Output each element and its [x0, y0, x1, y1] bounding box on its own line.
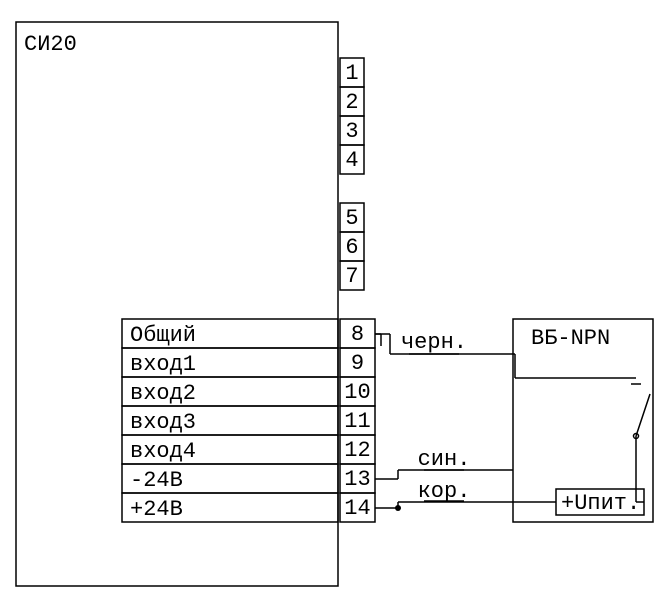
terminal-9-label: 9: [351, 351, 364, 376]
terminal-14-label: 14: [344, 496, 370, 521]
terminal-13-label: 13: [344, 467, 370, 492]
main-block-label: СИ20: [24, 32, 77, 57]
terminal-4-label: 4: [345, 148, 358, 173]
row-label-12: вход4: [130, 439, 196, 464]
row-label-11: вход3: [130, 410, 196, 435]
junction-14: [395, 505, 401, 511]
terminal-11-label: 11: [344, 409, 370, 434]
row-label-8: Общий: [130, 323, 196, 348]
row-label-9: вход1: [130, 352, 196, 377]
row-label-10: вход2: [130, 381, 196, 406]
terminal-1-label: 1: [345, 61, 358, 86]
wire-label-черн.: черн.: [401, 330, 467, 355]
row-label-14: +24В: [130, 497, 183, 522]
terminal-7-label: 7: [345, 264, 358, 289]
terminal-6-label: 6: [345, 235, 358, 260]
terminal-3-label: 3: [345, 119, 358, 144]
terminal-2-label: 2: [345, 90, 358, 115]
terminal-12-label: 12: [344, 438, 370, 463]
wire-label-син.: син.: [418, 447, 471, 472]
row-label-13: -24В: [130, 468, 183, 493]
upit-label: +Uпит.: [561, 491, 640, 516]
terminal-10-label: 10: [344, 380, 370, 405]
terminal-5-label: 5: [345, 206, 358, 231]
sensor-block-label: ВБ-NPN: [531, 326, 610, 351]
terminal-8-label: 8: [351, 322, 364, 347]
